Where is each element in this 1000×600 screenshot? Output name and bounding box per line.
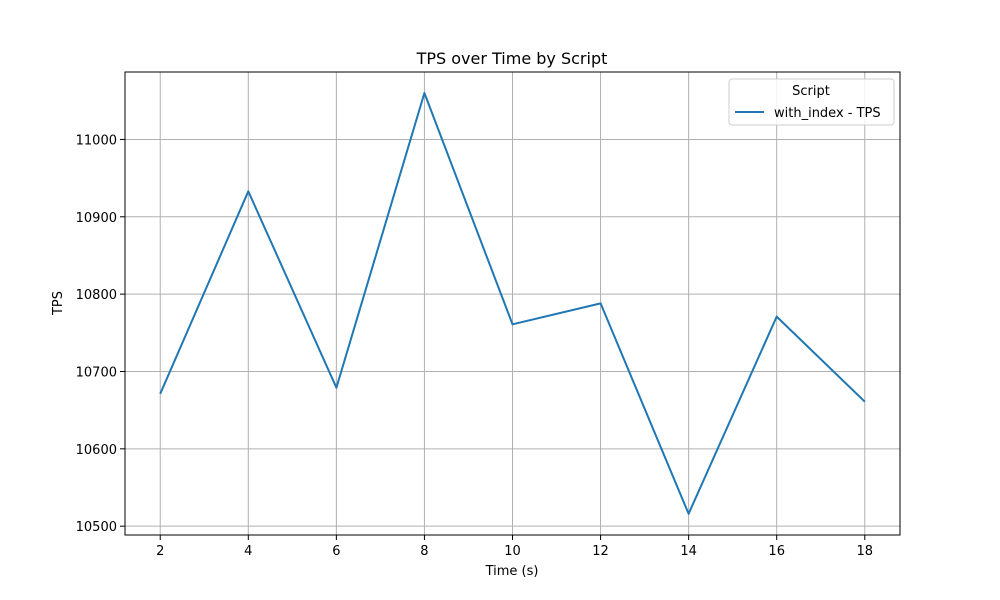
y-tick-label: 10500 [76,520,117,535]
y-axis: 10500 10600 10700 10800 10900 11000 [76,133,125,535]
x-tick-label: 8 [420,544,428,559]
grid [125,72,900,535]
x-tick-label: 6 [332,544,340,559]
legend: Script with_index - TPS [728,78,895,126]
y-tick-label: 11000 [76,133,117,148]
x-tick-label: 14 [680,544,697,559]
x-tick-label: 4 [244,544,252,559]
x-tick-label: 10 [504,544,521,559]
series-layer [159,92,866,515]
x-tick-label: 18 [856,544,873,559]
legend-box [728,78,895,126]
y-tick-label: 10700 [76,365,117,380]
chart-title: TPS over Time by Script [416,49,608,68]
series-line [159,92,866,515]
y-tick-label: 10800 [76,288,117,303]
y-tick-label: 10600 [76,443,117,458]
x-tick-label: 2 [156,544,164,559]
y-axis-label: TPS [51,291,66,316]
x-tick-label: 12 [592,544,609,559]
legend-entry-label: with_index - TPS [774,106,881,121]
y-tick-label: 10900 [76,211,117,226]
x-axis: 2 4 6 8 10 12 14 16 18 [156,535,873,559]
x-axis-label: Time (s) [485,564,539,579]
plot-area [124,71,901,536]
x-tick-label: 16 [768,544,785,559]
legend-title: Script [792,84,830,99]
